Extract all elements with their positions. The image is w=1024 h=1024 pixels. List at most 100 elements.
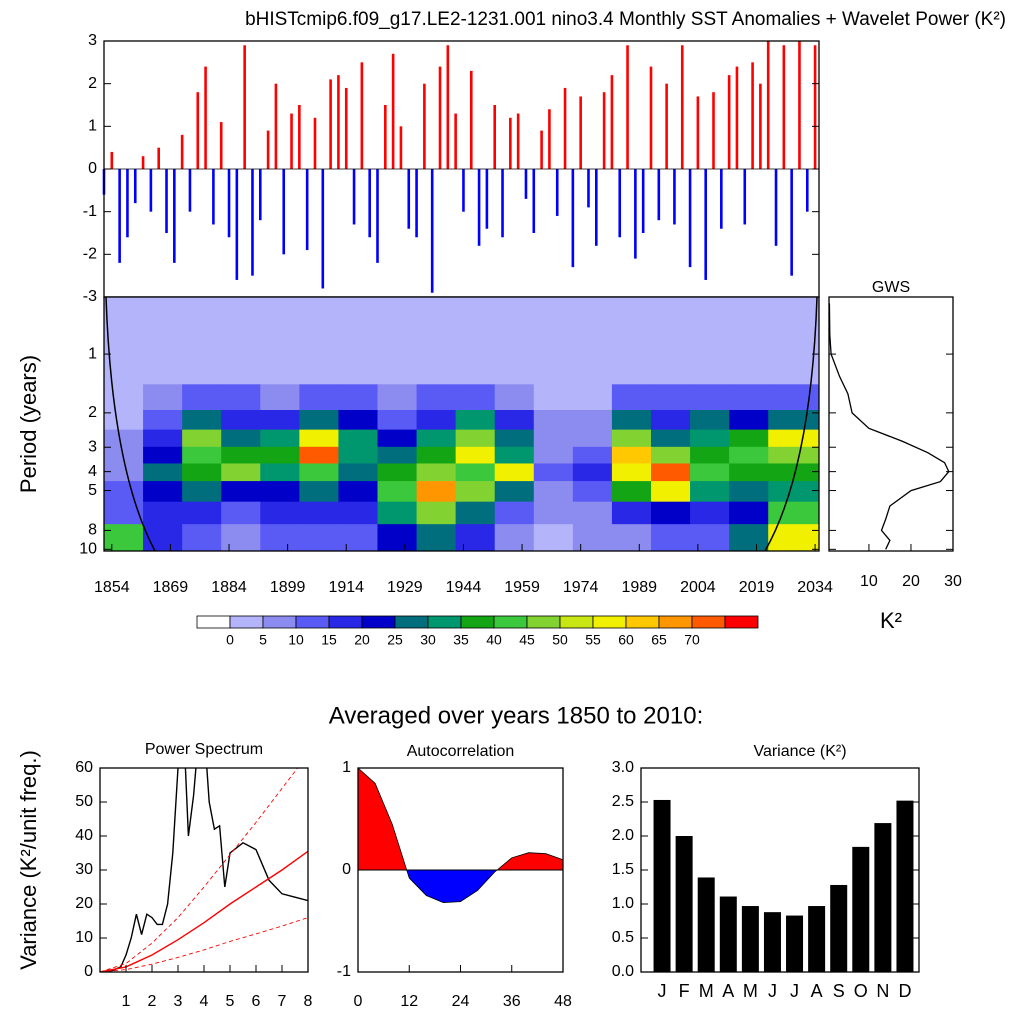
panel-title: GWS <box>872 279 910 296</box>
wavelet-cell <box>260 501 300 525</box>
colorbar-box <box>427 615 462 629</box>
bar <box>219 122 223 169</box>
bar <box>415 169 418 238</box>
wavelet-cell <box>182 410 222 431</box>
wavelet-cell <box>338 481 379 503</box>
overlay <box>105 297 818 551</box>
colorbar-label: 40 <box>486 632 502 648</box>
colorbar-box <box>592 615 627 629</box>
x-tick-label: A <box>811 981 823 1001</box>
bar <box>344 87 348 169</box>
bar <box>808 906 826 972</box>
y-tick-label: 0.5 <box>612 929 634 946</box>
bar <box>305 169 309 251</box>
plot-frame <box>828 296 954 552</box>
wavelet-cell <box>377 463 418 482</box>
bar <box>337 75 340 169</box>
bar <box>298 105 301 169</box>
bar <box>548 109 551 169</box>
colorbar-label: 70 <box>684 632 700 648</box>
bar <box>735 66 739 169</box>
colorbar-box <box>559 615 594 629</box>
wavelet-cell <box>338 446 379 465</box>
wavelet-cell <box>143 384 183 411</box>
colorbar-box <box>394 615 429 629</box>
colorbar-label: 30 <box>420 632 436 648</box>
wavelet-cell <box>768 446 819 465</box>
wavelet-cell <box>768 297 819 348</box>
wavelet-cell <box>611 384 652 411</box>
wavelet-cell <box>377 501 418 525</box>
wavelet-cell <box>221 346 261 385</box>
wavelet-cell <box>572 429 613 448</box>
bar <box>766 41 770 169</box>
wavelet-cell <box>455 481 496 503</box>
bar <box>680 45 684 170</box>
wavelet-cell <box>533 524 574 551</box>
bar <box>743 169 747 225</box>
x-tick-label: 2 <box>148 993 157 1010</box>
colorbar-box <box>295 615 330 629</box>
colorbar-box <box>328 615 363 629</box>
x-tick-label: 1959 <box>504 579 540 596</box>
wavelet-cell <box>221 429 261 448</box>
bar <box>438 66 442 169</box>
x-tick-label: 1854 <box>94 579 130 596</box>
y-tick-label: 1 <box>88 118 97 135</box>
wavelet-cell <box>533 481 574 503</box>
wavelet-cell <box>260 384 300 411</box>
bar <box>477 169 481 246</box>
y-tick-label: 0 <box>88 160 97 177</box>
wavelet-cell <box>299 297 340 348</box>
colorbar-box <box>526 615 561 629</box>
wavelet-cell <box>221 501 261 525</box>
series-line <box>100 850 308 972</box>
wavelet-cell <box>533 384 574 411</box>
wavelet-cell <box>182 429 222 448</box>
y-tick-label: 40 <box>75 827 93 844</box>
wavelet-cell <box>768 384 819 411</box>
wavelet-cell <box>494 429 535 448</box>
bar <box>313 117 317 169</box>
x-tick-label: A <box>722 981 734 1001</box>
wavelet-cell <box>338 463 379 482</box>
x-tick-label: 3 <box>174 993 183 1010</box>
wavelet-cell <box>494 463 535 482</box>
wavelet-cell <box>455 429 496 448</box>
wavelet-cell <box>494 501 535 525</box>
bar <box>532 169 536 233</box>
wavelet-cell <box>182 481 222 503</box>
wavelet-cell <box>650 297 691 348</box>
bar <box>874 823 892 972</box>
colorbar-box <box>361 615 396 629</box>
bar <box>610 75 614 169</box>
wavelet-cell <box>650 463 691 482</box>
bar <box>653 799 671 972</box>
colorbar-box <box>262 615 297 629</box>
wavelet-cell <box>182 297 222 348</box>
x-tick-label: M <box>699 981 714 1001</box>
y-tick-label: -1 <box>83 203 97 220</box>
colorbar-label: 25 <box>387 632 403 648</box>
wavelet-cell <box>260 346 300 385</box>
bar <box>798 41 801 169</box>
wavelet-cell <box>260 429 300 448</box>
bar <box>165 169 168 233</box>
wavelet-cell <box>416 410 457 431</box>
wavelet-cell <box>221 297 261 348</box>
wavelet-cell <box>416 524 457 551</box>
y-tick-label: 1 <box>342 759 351 776</box>
wavelet-cell <box>611 501 652 525</box>
positive-area <box>358 768 563 870</box>
bar <box>235 169 239 280</box>
bar <box>712 92 715 169</box>
bar <box>759 83 762 169</box>
y-tick-label: 2.5 <box>612 793 634 810</box>
wavelet-cell <box>260 297 300 348</box>
bar <box>602 92 606 169</box>
x-tick-label: N <box>876 981 889 1001</box>
bar <box>516 113 520 169</box>
bar <box>188 169 192 212</box>
bar <box>391 53 395 169</box>
y-tick-label: 2 <box>88 75 97 92</box>
